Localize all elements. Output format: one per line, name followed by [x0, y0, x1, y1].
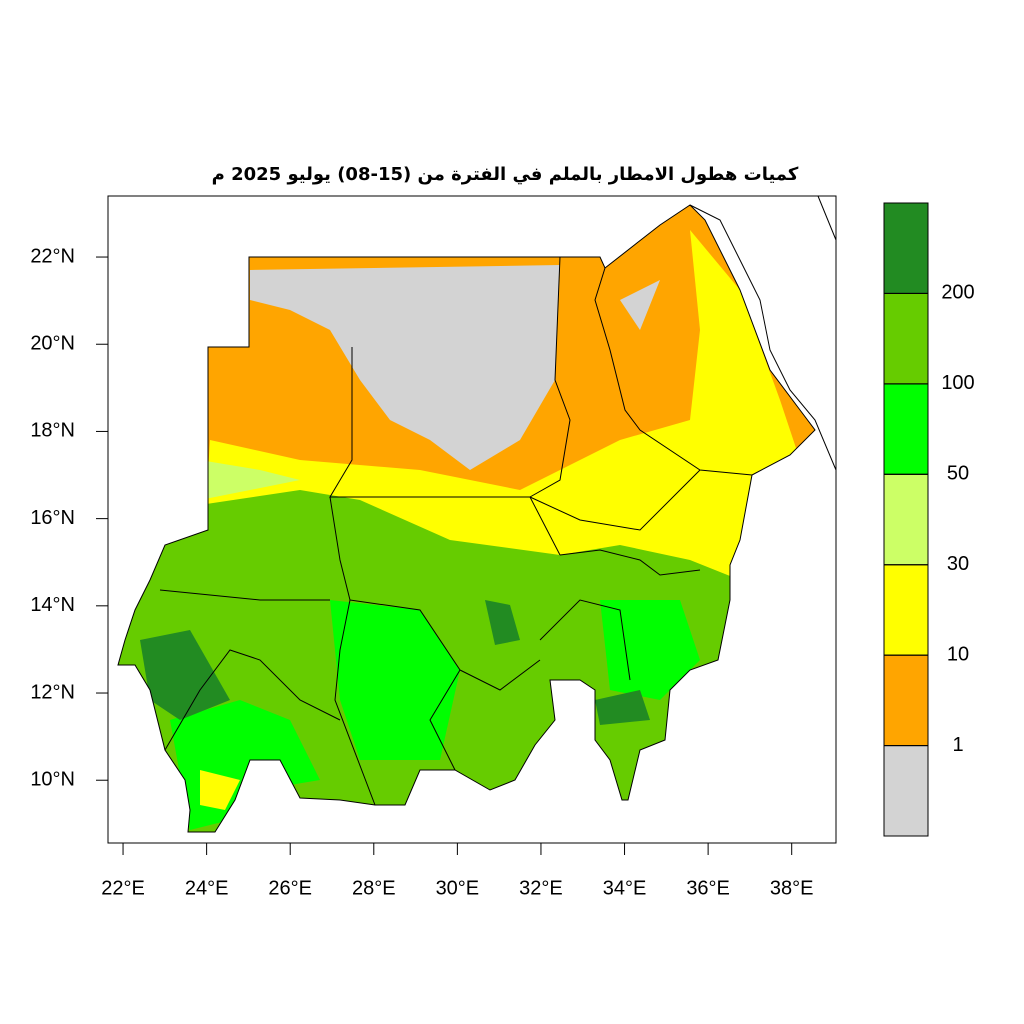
map-frame — [107, 195, 837, 844]
legend-swatch — [883, 383, 929, 475]
legend-label: 10 — [947, 643, 969, 665]
state-borders — [159, 256, 753, 806]
x-tick-label: 32°E — [519, 877, 563, 899]
x-tick-label: 36°E — [686, 877, 730, 899]
y-tick-label: 14°N — [30, 594, 75, 616]
x-tick-label: 34°E — [603, 877, 647, 899]
rainfall-field — [118, 205, 815, 832]
x-tick-label: 38°E — [770, 877, 814, 899]
country-outline — [117, 204, 816, 833]
x-tick-label: 28°E — [352, 877, 396, 899]
legend-swatch — [883, 473, 929, 566]
x-tick-label: 24°E — [185, 877, 229, 899]
coastline — [689, 204, 837, 471]
legend-label: 50 — [947, 463, 969, 485]
legend-swatch — [883, 564, 929, 656]
legend-label: 1 — [952, 734, 963, 756]
y-tick-label: 10°N — [30, 768, 75, 790]
y-tick-label: 18°N — [30, 420, 75, 442]
y-tick-label: 20°N — [30, 333, 75, 355]
legend-swatch — [883, 292, 929, 385]
x-tick-label: 30°E — [436, 877, 480, 899]
legend-label: 200 — [941, 282, 974, 304]
legend-label: 30 — [947, 553, 969, 575]
x-tick-label: 26°E — [268, 877, 312, 899]
legend-label: 100 — [941, 372, 974, 394]
y-tick-label: 12°N — [30, 681, 75, 703]
y-tick-label: 16°N — [30, 507, 75, 529]
y-tick-label: 22°N — [30, 245, 75, 267]
x-tick-label: 22°E — [101, 877, 145, 899]
coastline — [817, 195, 837, 241]
legend-swatch — [883, 202, 929, 294]
map-title: كميات هطول الامطار بالملم في الفترة من (… — [212, 164, 799, 185]
legend-swatch — [883, 654, 929, 747]
legend-swatch — [883, 745, 929, 837]
